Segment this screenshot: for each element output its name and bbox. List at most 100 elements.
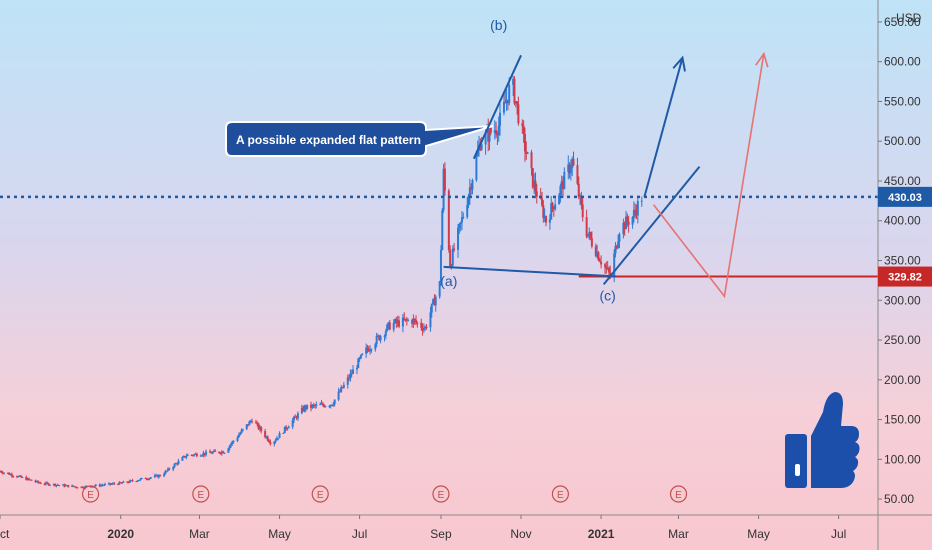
candle-body (159, 475, 162, 477)
candle-body (470, 187, 473, 190)
candle-body (405, 318, 408, 321)
candle-body (222, 451, 225, 454)
candle-body (249, 421, 252, 423)
candle-body (76, 487, 79, 489)
candle-body (438, 281, 441, 297)
candle-body (130, 480, 133, 482)
support-price-tag-label: 329.82 (888, 272, 922, 284)
candle-body (589, 232, 592, 239)
drawings-layer: A possible expanded flat pattern (a) (b) (… (0, 17, 878, 503)
candle-body (121, 482, 124, 484)
candle-body (432, 299, 435, 304)
candle-body (136, 480, 139, 482)
x-tick-label: Jul (831, 527, 846, 541)
candle-body (569, 168, 572, 174)
last-price-tag-label: 430.03 (888, 192, 922, 204)
candle-body (506, 99, 509, 104)
candle-body (208, 451, 211, 453)
candle-body (9, 474, 12, 476)
candle-body (590, 238, 593, 247)
candle-body (480, 144, 483, 150)
candle-body (552, 206, 555, 210)
x-tick-label: Mar (189, 527, 210, 541)
lower-trendline (443, 265, 616, 278)
candle-body (44, 482, 47, 485)
candle-body (285, 426, 288, 430)
projection-bullish (643, 57, 684, 198)
candle-body (37, 480, 40, 483)
candle-body (613, 253, 616, 277)
candle-body (453, 248, 456, 250)
candle-body (379, 336, 382, 341)
candle-body (513, 78, 516, 104)
candle-body (10, 474, 13, 477)
candle-body (531, 168, 534, 188)
candle-body (475, 155, 478, 181)
candle-body (572, 158, 575, 166)
annotation-callout (225, 121, 494, 157)
candle-body (401, 317, 404, 327)
candle-body (366, 347, 369, 350)
candle-body (468, 187, 471, 196)
candle-body (487, 128, 490, 142)
candle-body (277, 437, 280, 439)
candle-body (526, 152, 529, 154)
candle-body (219, 452, 222, 454)
y-tick-label: 300.00 (884, 293, 921, 307)
candle-body (313, 405, 316, 407)
candle-body (163, 474, 166, 477)
candle-body (138, 480, 141, 482)
projection-arrowhead (672, 55, 686, 72)
candle-body (302, 407, 305, 411)
candle-body (274, 440, 277, 442)
candle-body (415, 319, 418, 323)
x-tick-label: Oct (0, 527, 10, 541)
y-tick-label: 250.00 (884, 333, 921, 347)
candle-body (310, 404, 313, 408)
y-tick-label: 600.00 (884, 55, 921, 69)
candle-body (201, 455, 204, 457)
candle-body (191, 454, 194, 456)
candle-body (597, 252, 600, 261)
candle-body (504, 101, 507, 104)
candle-body (127, 482, 130, 484)
candle-body (632, 209, 635, 217)
candle-body (369, 349, 372, 352)
earnings-marker (551, 485, 569, 503)
candle-body (395, 319, 398, 324)
candle-body (568, 164, 571, 174)
candle-body (522, 125, 525, 134)
candle-body (376, 335, 379, 337)
x-tick-label: Mar (668, 527, 689, 541)
candle-body (505, 99, 508, 104)
candle-body (355, 367, 358, 370)
candle-body (467, 195, 470, 206)
candle-body (145, 479, 148, 481)
candle-body (232, 440, 235, 442)
candle-body (228, 445, 231, 449)
earnings-marker-label: E (675, 490, 682, 501)
candle-body (80, 486, 83, 488)
candle-body (562, 180, 565, 190)
candle-body (266, 436, 269, 441)
candle-body (416, 322, 419, 324)
currency-label: USD (896, 11, 922, 25)
candle-body (25, 477, 28, 481)
candle-body (550, 203, 553, 220)
candle-body (117, 483, 120, 485)
candle-body (231, 441, 234, 444)
candle-body (268, 440, 271, 443)
candle-body (386, 324, 389, 332)
candle-body (594, 246, 597, 257)
candle-body (429, 312, 432, 328)
candle-body (551, 203, 554, 207)
candle-body (352, 369, 355, 374)
candle-body (166, 468, 169, 471)
candle-body (275, 438, 278, 441)
candle-body (516, 101, 519, 105)
candle-body (164, 471, 167, 475)
candle-body (560, 180, 563, 187)
candle-body (321, 403, 324, 406)
y-tick-label: 450.00 (884, 174, 921, 188)
wave-label: (c) (599, 287, 615, 303)
